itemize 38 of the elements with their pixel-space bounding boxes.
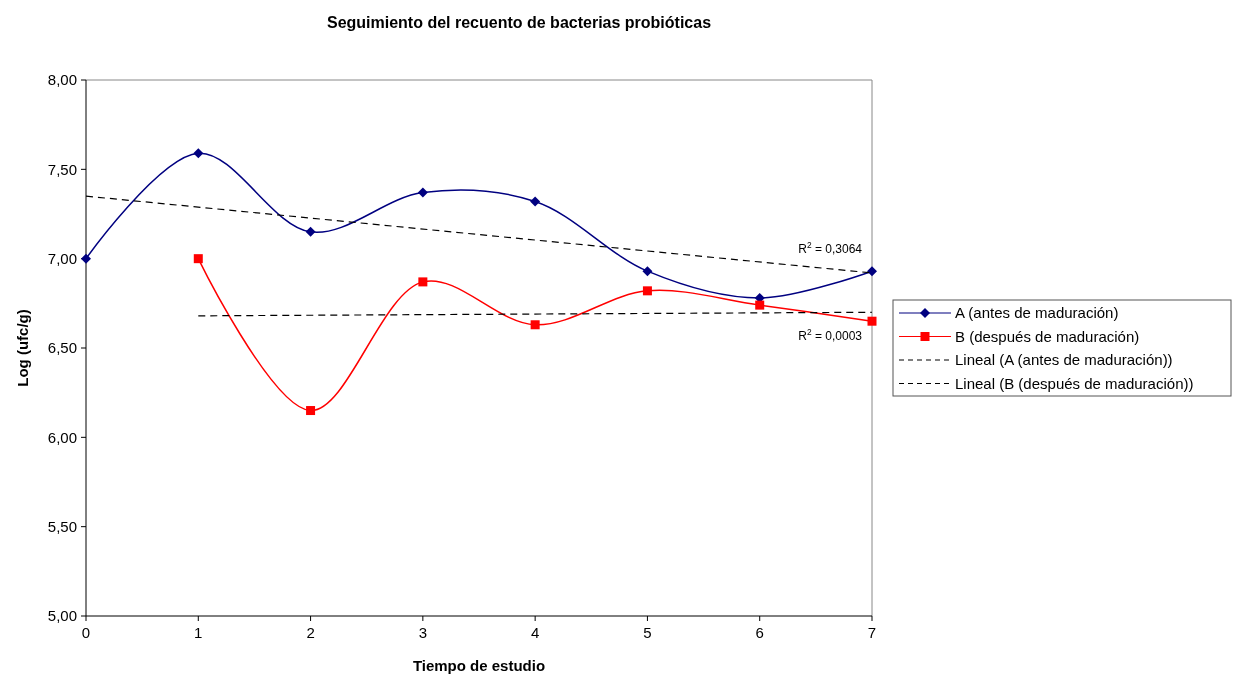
y-tick-label: 6,00 xyxy=(47,428,77,446)
point xyxy=(642,286,652,296)
x-tick-label: 0 xyxy=(81,624,91,641)
point xyxy=(417,187,428,198)
x-axis-title: Tiempo de estudio xyxy=(412,657,546,674)
legend-label: Lineal (B (después de maduración)) xyxy=(955,374,1194,392)
y-tick-label: 7,50 xyxy=(47,160,77,178)
point xyxy=(867,316,877,326)
point xyxy=(81,253,91,264)
annotation: R$^{2}$ = 0,3064 xyxy=(798,239,863,256)
point xyxy=(418,277,428,287)
x-tick-label: 6 xyxy=(755,624,764,641)
y-tick-label: 6,50 xyxy=(47,339,77,357)
y-tick-label: 5,50 xyxy=(47,517,77,535)
y-tick-label: 7,00 xyxy=(47,249,77,267)
x-tick-label: 1 xyxy=(194,624,203,641)
y-tick-label: 8,00 xyxy=(47,71,77,89)
y-tick-label: 5,00 xyxy=(47,607,77,625)
legend-label: B (después de maduración) xyxy=(955,327,1140,345)
point xyxy=(193,148,204,159)
point xyxy=(755,300,765,310)
y-axis-title: Log (ufc/g) xyxy=(14,309,31,387)
x-tick-label: 4 xyxy=(530,624,540,641)
point xyxy=(867,266,877,277)
legend-label: Lineal (A (antes de maduración)) xyxy=(955,351,1173,369)
point xyxy=(306,406,316,416)
point xyxy=(305,226,316,237)
legend-label: A (antes de maduración) xyxy=(955,304,1119,322)
x-tick-label: 2 xyxy=(306,624,315,641)
point xyxy=(530,320,540,330)
point xyxy=(530,196,541,207)
point xyxy=(193,254,203,264)
x-tick-label: 7 xyxy=(867,624,877,641)
point xyxy=(642,266,653,277)
x-tick-label: 3 xyxy=(418,624,428,641)
chart-title: Seguimiento del recuento de bacterias probióticas xyxy=(326,14,712,31)
annotation: R$^{2}$ = 0,0003 xyxy=(798,327,863,344)
x-tick-label: 5 xyxy=(643,624,652,641)
